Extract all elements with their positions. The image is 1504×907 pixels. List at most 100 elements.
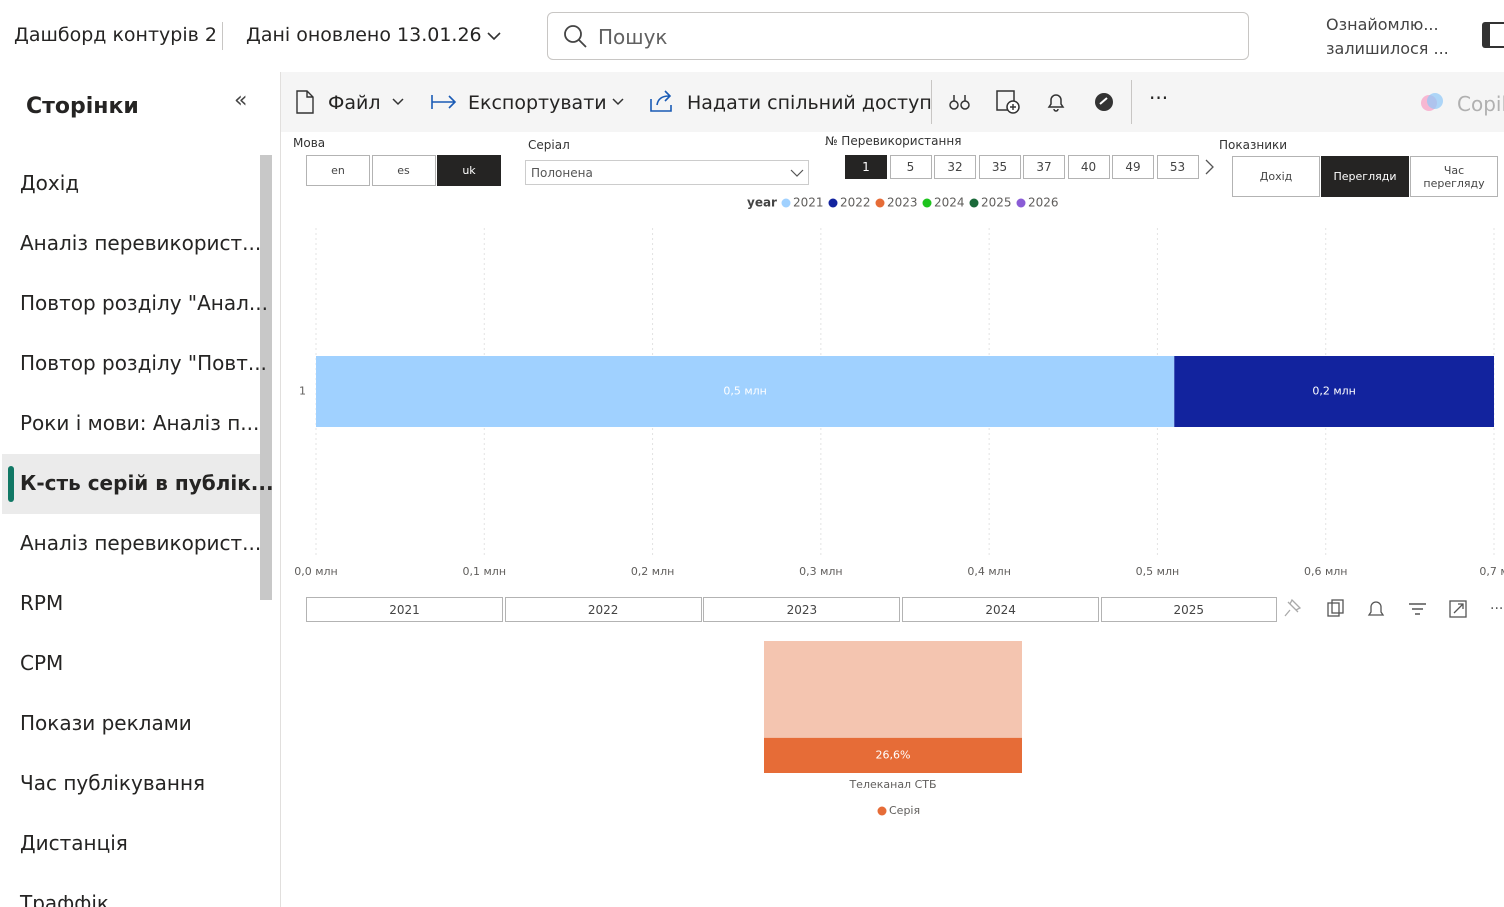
- icon-binoculars[interactable]: [949, 92, 971, 112]
- sidebar: Сторінки « Дохід Аналіз перевикорист... По…: [0, 72, 281, 907]
- chevron: [487, 32, 501, 41]
- collapse-button[interactable]: «: [234, 88, 248, 113]
- x-tick-label: 0,3 млн: [799, 565, 843, 578]
- toolbar-button[interactable]: Експортувати: [468, 92, 607, 114]
- page-link[interactable]: RPM: [20, 591, 64, 615]
- slicer-button[interactable]: 35: [978, 155, 1021, 179]
- column-segment: [764, 737, 1022, 773]
- selected-indicator: [8, 466, 14, 502]
- slicer-button[interactable]: 2024: [902, 597, 1100, 622]
- legend-marker: [781, 198, 791, 208]
- bar-segment: [316, 356, 1175, 427]
- page-link[interactable]: Аналіз перевикорист...: [20, 231, 262, 255]
- slicer-button[interactable]: 2022: [504, 597, 702, 622]
- data-label: 0,5 млн: [723, 385, 767, 398]
- dropdown-value: Полонена: [531, 166, 593, 180]
- page-link[interactable]: К-сть серій в публік...: [20, 471, 274, 495]
- slicer-label: № Перевикористання: [825, 134, 962, 148]
- legend-label: 2026: [1028, 196, 1059, 210]
- slicer-button[interactable]: 32: [934, 155, 976, 179]
- dropdown[interactable]: Полонена: [525, 160, 809, 185]
- icon-subscribe[interactable]: [995, 89, 1021, 115]
- slicer-button[interactable]: Час перегляду: [1410, 156, 1498, 197]
- icon-alert[interactable]: [1045, 91, 1067, 113]
- page-link[interactable]: CPM: [20, 651, 64, 675]
- divider: [931, 80, 932, 124]
- slicer-button[interactable]: es: [371, 155, 436, 186]
- legend-label: 2022: [840, 196, 871, 210]
- legend-label: Серія: [889, 804, 920, 817]
- slicer-button[interactable]: 40: [1067, 155, 1110, 179]
- toolbar-button[interactable]: Надати спільний доступ: [687, 92, 932, 114]
- legend-marker: [1016, 198, 1026, 208]
- slicer-button[interactable]: Перегляди: [1321, 156, 1409, 197]
- icon-gauge[interactable]: [1093, 91, 1115, 113]
- page-link[interactable]: Дистанція: [20, 831, 128, 855]
- page-link[interactable]: Час публікування: [20, 771, 206, 795]
- notice-line[interactable]: залишилося ...: [1326, 39, 1449, 58]
- slicer-button[interactable]: 1: [845, 155, 887, 179]
- notice-line[interactable]: Ознайомлю...: [1326, 15, 1439, 34]
- page-link[interactable]: Покази реклами: [20, 711, 192, 735]
- x-tick-label: 0,4 млн: [967, 565, 1011, 578]
- legend-marker: [875, 198, 885, 208]
- search-icon: [564, 25, 587, 48]
- page-link[interactable]: Повтор розділу "Повт...: [20, 351, 267, 375]
- legend-label: 2023: [887, 196, 918, 210]
- more-button[interactable]: ···: [1149, 86, 1169, 110]
- x-tick-label: 0,7 м: [1479, 565, 1504, 578]
- x-tick-label: 0,0 млн: [294, 565, 338, 578]
- x-tick-label: 0,1 млн: [463, 565, 507, 578]
- report-title: Дашборд контурів 2: [14, 24, 217, 46]
- slicer-button[interactable]: Дохід: [1232, 156, 1320, 197]
- bar-segment: [1174, 356, 1494, 427]
- slicer-button[interactable]: uk: [437, 155, 501, 186]
- slicer-button[interactable]: 53: [1156, 155, 1199, 179]
- slicer-button[interactable]: 49: [1112, 155, 1154, 179]
- legend-label: 2021: [793, 196, 824, 210]
- next-arrow[interactable]: [1204, 158, 1216, 176]
- page-link[interactable]: Повтор розділу "Анал...: [20, 291, 268, 315]
- visual-header-icons: ···: [1284, 598, 1503, 618]
- data-label: 0,2 млн: [1312, 385, 1356, 398]
- slicer-button[interactable]: 2021: [306, 597, 503, 622]
- slicer-label: Серіал: [528, 138, 570, 152]
- slicer-label: Показники: [1219, 138, 1288, 152]
- top-bar: Дашборд контурів 2 Дані оновлено 13.01.2…: [0, 0, 1504, 72]
- x-tick-label: Телеканал СТБ: [848, 778, 936, 791]
- slicer-label: Мова: [293, 136, 326, 150]
- page-link[interactable]: Аналіз перевикорист...: [20, 531, 262, 555]
- chevron: [790, 169, 804, 177]
- slicer-button[interactable]: 5: [889, 155, 932, 179]
- legend-title: year: [747, 196, 777, 210]
- chevron: [612, 98, 624, 106]
- legend-marker: [828, 198, 838, 208]
- toolbar: Файл Експортувати Надати спільний доступ…: [281, 72, 1504, 132]
- page-link[interactable]: Роки і мови: Аналіз п...: [20, 411, 260, 435]
- data-label: 26,6%: [876, 748, 911, 761]
- chevron: [392, 98, 404, 106]
- copilot-button[interactable]: Copil: [1457, 92, 1504, 116]
- panel-icon[interactable]: [1482, 22, 1504, 48]
- selected-highlight: [2, 454, 260, 514]
- page-link[interactable]: Траффік: [20, 891, 110, 907]
- slicer-button[interactable]: en: [306, 155, 370, 186]
- x-tick-label: 0,2 млн: [631, 565, 675, 578]
- share-icon: [650, 90, 672, 112]
- legend-label: 2024: [934, 196, 965, 210]
- slicer-button[interactable]: 2025: [1100, 597, 1277, 622]
- toolbar-button[interactable]: Файл: [328, 92, 381, 114]
- svg-text:···: ···: [1490, 601, 1503, 617]
- slicer-button[interactable]: 2023: [703, 597, 901, 622]
- page-link[interactable]: Дохід: [20, 171, 80, 195]
- legend-marker: [877, 806, 887, 816]
- updated-menu[interactable]: Дані оновлено 13.01.26: [246, 24, 482, 46]
- divider: [1131, 80, 1132, 124]
- sidebar-title: Сторінки: [26, 94, 139, 119]
- search-placeholder: Пошук: [598, 25, 668, 49]
- x-tick-label: 0,5 млн: [1136, 565, 1180, 578]
- search-box[interactable]: Пошук: [547, 12, 1249, 60]
- slicer-button[interactable]: 37: [1023, 155, 1065, 179]
